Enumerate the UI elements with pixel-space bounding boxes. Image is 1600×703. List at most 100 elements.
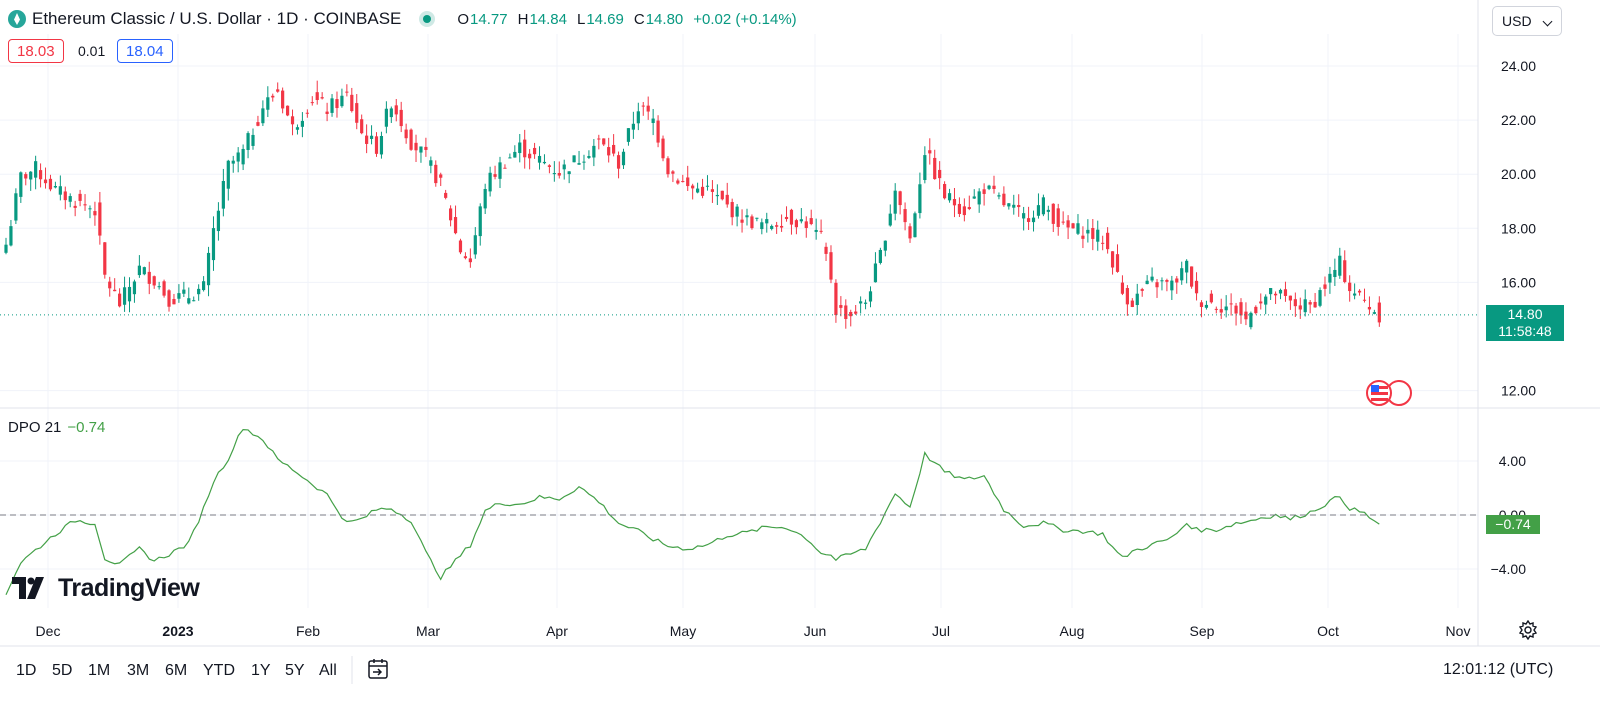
candle-body bbox=[528, 153, 532, 159]
range-5y[interactable]: 5Y bbox=[285, 662, 305, 679]
candle-body bbox=[290, 116, 295, 125]
candle-body bbox=[656, 120, 660, 143]
range-all[interactable]: All bbox=[319, 662, 337, 679]
candle-body bbox=[325, 111, 329, 114]
candle-body bbox=[646, 105, 650, 112]
x-tick-label: Aug bbox=[1060, 623, 1085, 639]
candle-body bbox=[187, 298, 191, 304]
candle-body bbox=[1165, 280, 1169, 282]
tradingview-logo[interactable]: TradingView bbox=[12, 574, 200, 602]
candle-body bbox=[577, 163, 581, 165]
last-price-tag: 14.80 11:58:48 bbox=[1486, 305, 1564, 341]
dpo-tick-label: −4.00 bbox=[1491, 561, 1527, 577]
candle-body bbox=[488, 172, 492, 192]
candle-body bbox=[261, 108, 265, 124]
candle-body bbox=[829, 252, 833, 280]
candle-body bbox=[513, 151, 517, 158]
dpo-legend[interactable]: DPO 21 −0.74 bbox=[8, 419, 106, 436]
candle-body bbox=[888, 213, 892, 226]
candle-body bbox=[285, 105, 290, 116]
candle-body bbox=[414, 142, 418, 151]
range-1y[interactable]: 1Y bbox=[251, 662, 271, 679]
candle-body bbox=[439, 174, 443, 178]
candle-body bbox=[730, 202, 734, 218]
candle-body bbox=[1328, 273, 1332, 283]
candle-body bbox=[1318, 290, 1322, 306]
candle-body bbox=[572, 155, 576, 163]
currency-select[interactable]: USD bbox=[1492, 6, 1562, 36]
candle-body bbox=[231, 160, 235, 164]
candle-body bbox=[34, 161, 38, 178]
candle-body bbox=[315, 92, 319, 100]
candle-body bbox=[236, 152, 240, 162]
candle-body bbox=[784, 216, 789, 220]
sell-button[interactable]: 18.03 bbox=[8, 39, 64, 63]
candle-body bbox=[592, 145, 596, 158]
range-ytd[interactable]: YTD bbox=[203, 662, 235, 679]
candle-body bbox=[696, 188, 700, 193]
candle-body bbox=[893, 190, 897, 214]
range-5d[interactable]: 5D bbox=[52, 662, 73, 679]
candle-body bbox=[770, 225, 774, 229]
candle-body bbox=[48, 178, 53, 190]
candle-body bbox=[1091, 228, 1095, 239]
candle-body bbox=[918, 184, 922, 214]
candle-body bbox=[863, 302, 868, 304]
candle-body bbox=[587, 156, 591, 158]
buy-button[interactable]: 18.04 bbox=[117, 39, 173, 63]
candle-body bbox=[1338, 255, 1342, 276]
candle-body bbox=[1051, 203, 1055, 224]
candle-body bbox=[320, 97, 324, 99]
candle-body bbox=[868, 291, 873, 302]
candle-body bbox=[281, 90, 285, 109]
candle-body bbox=[1002, 193, 1006, 206]
range-6m[interactable]: 6M bbox=[165, 662, 188, 679]
candle-body bbox=[508, 157, 512, 159]
candle-body bbox=[962, 206, 966, 216]
x-tick-label: 2023 bbox=[162, 623, 193, 639]
candle-body bbox=[804, 221, 808, 228]
candle-body bbox=[745, 215, 749, 218]
candle-body bbox=[419, 146, 423, 153]
candle-body bbox=[409, 129, 413, 150]
symbol-title[interactable]: Ethereum Classic / U.S. Dollar · 1D · CO… bbox=[32, 9, 402, 28]
candle-body bbox=[1362, 299, 1367, 301]
market-status-icon[interactable] bbox=[419, 11, 436, 27]
candle-body bbox=[1209, 293, 1213, 303]
candle-body bbox=[226, 160, 230, 189]
candle-body bbox=[859, 301, 863, 304]
candle-body bbox=[1298, 305, 1302, 310]
candle-body bbox=[162, 281, 166, 296]
candle-body bbox=[1357, 290, 1362, 293]
candle-body bbox=[755, 217, 759, 219]
calendar-goto-icon[interactable] bbox=[366, 657, 390, 686]
candle-body bbox=[152, 276, 156, 286]
range-1m[interactable]: 1M bbox=[88, 662, 111, 679]
symbol-header[interactable]: Ethereum Classic / U.S. Dollar · 1D · CO… bbox=[8, 8, 797, 30]
candle-body bbox=[547, 165, 551, 167]
candle-body bbox=[1160, 280, 1164, 282]
candle-body bbox=[705, 185, 710, 187]
candle-body bbox=[537, 155, 542, 163]
candle-body bbox=[256, 122, 260, 126]
candle-body bbox=[992, 185, 996, 190]
candle-body bbox=[1269, 288, 1273, 295]
x-tick-label: Jul bbox=[932, 623, 950, 639]
candle-body bbox=[518, 142, 522, 154]
candle-body bbox=[1101, 242, 1105, 244]
range-3m[interactable]: 3M bbox=[127, 662, 150, 679]
utc-clock[interactable]: 12:01:12 (UTC) bbox=[1443, 661, 1554, 678]
ethereum-classic-icon bbox=[8, 10, 26, 28]
candle-body bbox=[103, 242, 107, 275]
us-flag-icon[interactable] bbox=[1366, 380, 1414, 411]
candle-body bbox=[1066, 220, 1070, 228]
candle-body bbox=[360, 119, 364, 134]
candle-body bbox=[202, 281, 206, 291]
candle-body bbox=[241, 148, 245, 165]
candle-body bbox=[1204, 304, 1209, 308]
candles bbox=[4, 80, 1381, 330]
range-1d[interactable]: 1D bbox=[16, 662, 37, 679]
gear-icon[interactable] bbox=[1518, 619, 1538, 645]
dpo-line bbox=[5, 428, 1380, 595]
